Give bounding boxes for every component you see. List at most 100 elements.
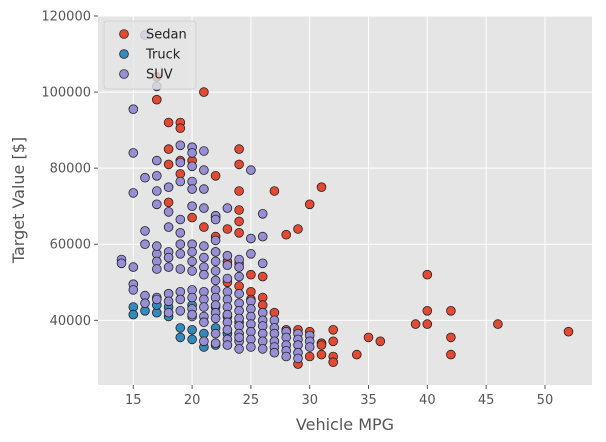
point-suv (199, 252, 209, 263)
point-suv (152, 155, 162, 166)
point-suv (222, 273, 233, 284)
point-sedan (163, 117, 174, 128)
point-suv (163, 307, 174, 318)
point-suv (199, 302, 209, 312)
point-suv (152, 171, 162, 181)
point-suv (175, 239, 186, 250)
point-sedan (351, 349, 362, 360)
point-suv (257, 209, 268, 219)
point-suv (187, 292, 197, 303)
y-tick-label: 60000 (50, 238, 91, 253)
data-points (116, 30, 574, 369)
point-sedan (304, 351, 315, 362)
point-suv (128, 188, 139, 198)
y-axis-ticks: 40000 60000 80000 100000 120000 (41, 10, 98, 329)
point-suv (140, 226, 150, 236)
point-sedan (163, 159, 174, 170)
legend-marker-suv (119, 69, 129, 79)
point-suv (222, 340, 233, 350)
y-tick-label: 100000 (41, 86, 91, 101)
grid-lines (98, 15, 592, 385)
point-suv (304, 342, 315, 352)
point-suv (175, 305, 186, 316)
point-sedan (493, 319, 503, 329)
point-sedan (246, 269, 256, 280)
point-suv (199, 317, 209, 328)
point-suv (246, 165, 256, 175)
point-suv (257, 258, 268, 269)
x-axis-label: Vehicle MPG (296, 415, 394, 434)
point-suv (222, 250, 233, 261)
point-sedan (234, 216, 244, 227)
point-sedan (328, 336, 339, 347)
point-sedan (257, 271, 268, 282)
point-suv (234, 344, 244, 354)
point-suv (210, 214, 221, 225)
point-suv (163, 207, 174, 217)
x-tick-label: 25 (243, 393, 260, 408)
point-sedan (316, 349, 327, 360)
point-suv (187, 161, 197, 172)
point-sedan (293, 224, 303, 234)
point-suv (152, 241, 162, 251)
point-suv (128, 285, 139, 295)
point-sedan (163, 144, 174, 154)
point-suv (281, 351, 292, 362)
point-suv (187, 247, 197, 257)
point-sedan (316, 340, 327, 350)
point-suv (199, 146, 209, 156)
x-tick-label: 50 (537, 393, 554, 408)
point-suv (163, 222, 174, 232)
point-sedan (222, 224, 233, 234)
point-sedan (446, 332, 456, 343)
point-suv (199, 241, 209, 251)
y-tick-label: 40000 (50, 314, 91, 329)
point-suv (222, 260, 233, 271)
point-sedan (375, 336, 386, 347)
point-suv (246, 233, 256, 244)
point-suv (210, 275, 221, 286)
point-suv (163, 296, 174, 307)
point-suv (234, 288, 244, 299)
point-suv (293, 353, 303, 364)
point-suv (210, 313, 221, 324)
point-suv (210, 247, 221, 257)
point-sedan (269, 186, 280, 196)
legend-label-suv: SUV (146, 68, 173, 83)
x-tick-label: 35 (360, 393, 377, 408)
point-sedan (234, 144, 244, 154)
point-suv (199, 269, 209, 280)
point-suv (199, 184, 209, 194)
point-sedan (199, 87, 209, 97)
point-suv (210, 256, 221, 267)
point-sedan (234, 159, 244, 170)
point-sedan (316, 182, 327, 193)
point-suv (128, 104, 139, 114)
point-suv (175, 157, 186, 168)
point-suv (116, 258, 127, 269)
legend-marker-sedan (119, 29, 129, 39)
point-suv (187, 148, 197, 158)
point-suv (210, 338, 221, 349)
point-sedan (234, 186, 244, 196)
x-tick-label: 15 (125, 393, 142, 408)
x-tick-label: 45 (478, 393, 495, 408)
legend: Sedan Truck SUV (103, 20, 197, 90)
y-tick-label: 120000 (41, 10, 91, 25)
point-suv (257, 344, 268, 354)
point-sedan (328, 324, 339, 335)
point-suv (269, 347, 280, 358)
point-sedan (410, 319, 421, 329)
point-truck (175, 332, 186, 343)
point-suv (257, 231, 268, 242)
legend-marker-truck (119, 49, 129, 59)
point-truck (187, 334, 197, 345)
point-sedan (234, 228, 244, 238)
point-suv (152, 186, 162, 196)
point-sedan (304, 199, 315, 210)
point-truck (187, 324, 197, 335)
x-tick-label: 20 (184, 393, 201, 408)
point-suv (199, 165, 209, 175)
point-suv (187, 184, 197, 194)
point-suv (175, 228, 186, 238)
